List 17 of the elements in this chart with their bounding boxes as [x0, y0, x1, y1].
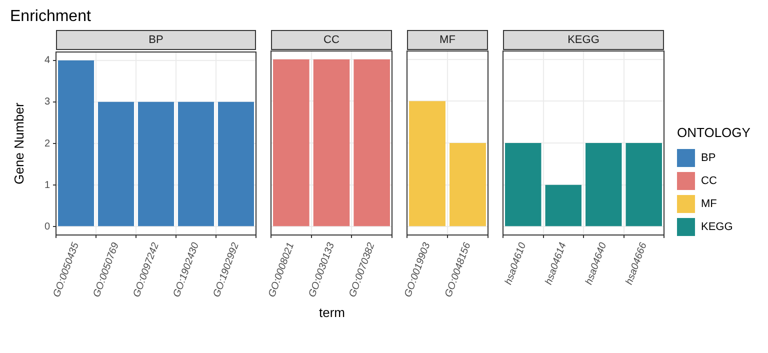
y-tick-label: 2 [44, 138, 50, 150]
legend-label: CC [701, 174, 717, 186]
legend-title: ONTOLOGY [677, 125, 750, 140]
chart-subtitle: CC [271, 30, 392, 50]
chart-title: Enrichment [10, 8, 92, 27]
chart-subtitle: KEGG [503, 30, 664, 50]
legend-label: KEGG [701, 220, 733, 232]
x-axis-title: term [318, 305, 346, 320]
chart-subtitle: MF [407, 30, 488, 50]
y-tick-label: 1 [44, 180, 50, 191]
legend-label: MF [701, 198, 717, 210]
y-axis-title: Gene Number [11, 102, 26, 184]
chart-subtitle: BP [56, 30, 256, 50]
y-tick-label: 4 [44, 55, 50, 66]
y-tick-label: 3 [44, 96, 50, 108]
legend-label: BP [701, 152, 716, 164]
y-tick-label: 0 [44, 221, 50, 232]
